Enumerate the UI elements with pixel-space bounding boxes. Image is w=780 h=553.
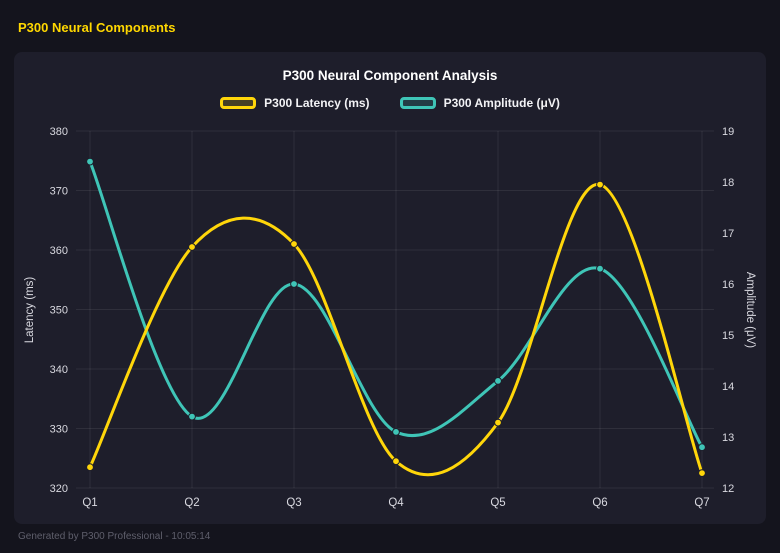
- x-axis-tick-label: Q2: [184, 497, 199, 509]
- right-axis-tick-label: 17: [722, 228, 734, 240]
- latency-legend-label: P300 Latency (ms): [264, 96, 370, 110]
- data-point-amplitude: [392, 428, 400, 436]
- left-axis-tick-label: 320: [50, 483, 68, 495]
- footer-status: Generated by P300 Professional - 10:05:1…: [18, 531, 211, 542]
- x-axis-tick-label: Q6: [592, 497, 607, 509]
- x-axis-tick-label: Q7: [694, 497, 709, 509]
- data-point-latency: [698, 469, 706, 478]
- left-axis-tick-label: 340: [50, 364, 68, 376]
- left-axis-tick-label: 330: [50, 424, 68, 436]
- right-axis-tick-label: 18: [722, 177, 734, 189]
- legend-item-latency[interactable]: P300 Latency (ms): [220, 96, 370, 110]
- latency-legend-swatch: [220, 97, 257, 109]
- data-point-amplitude: [86, 157, 94, 166]
- x-axis-tick-label: Q1: [82, 497, 97, 509]
- left-axis-tick-label: 350: [50, 305, 68, 317]
- data-point-latency: [86, 463, 94, 472]
- right-axis-tick-label: 19: [722, 126, 734, 138]
- chart-panel: P300 Neural Component Analysis P300 Late…: [14, 52, 766, 524]
- right-axis-tick-label: 12: [722, 483, 734, 495]
- legend-item-amplitude[interactable]: P300 Amplitude (μV): [399, 96, 560, 110]
- data-point-amplitude: [290, 280, 298, 288]
- data-point-amplitude: [188, 412, 196, 421]
- right-axis-tick-label: 15: [722, 330, 734, 342]
- data-point-amplitude: [698, 443, 706, 452]
- left-axis-tick-label: 380: [50, 126, 68, 138]
- data-point-latency: [290, 240, 298, 248]
- data-point-latency: [596, 180, 604, 189]
- x-axis-tick-label: Q3: [286, 497, 301, 509]
- data-point-amplitude: [596, 264, 604, 273]
- page-title: P300 Neural Components: [18, 20, 176, 35]
- data-point-latency: [392, 457, 400, 466]
- left-axis-tick-label: 360: [50, 245, 68, 257]
- data-point-latency: [188, 243, 196, 251]
- amplitude-legend-swatch: [399, 97, 436, 109]
- chart-title: P300 Neural Component Analysis: [282, 68, 498, 83]
- left-axis-tick-label: 370: [50, 186, 68, 198]
- chart-legend: P300 Latency (ms) P300 Amplitude (μV): [14, 96, 766, 110]
- amplitude-legend-label: P300 Amplitude (μV): [443, 96, 560, 110]
- x-axis-tick-label: Q5: [490, 497, 505, 509]
- line-chart: 320 330 340 350 360 370 380 12 13 14 15 16 17 18 19 Q1 Q…: [50, 126, 735, 509]
- right-axis-tick-label: 14: [722, 381, 734, 393]
- right-axis-tick-label: 16: [722, 279, 734, 291]
- data-point-amplitude: [494, 377, 502, 385]
- data-point-latency: [494, 418, 502, 427]
- x-axis-tick-label: Q4: [388, 497, 404, 509]
- right-axis-tick-label: 13: [722, 432, 734, 444]
